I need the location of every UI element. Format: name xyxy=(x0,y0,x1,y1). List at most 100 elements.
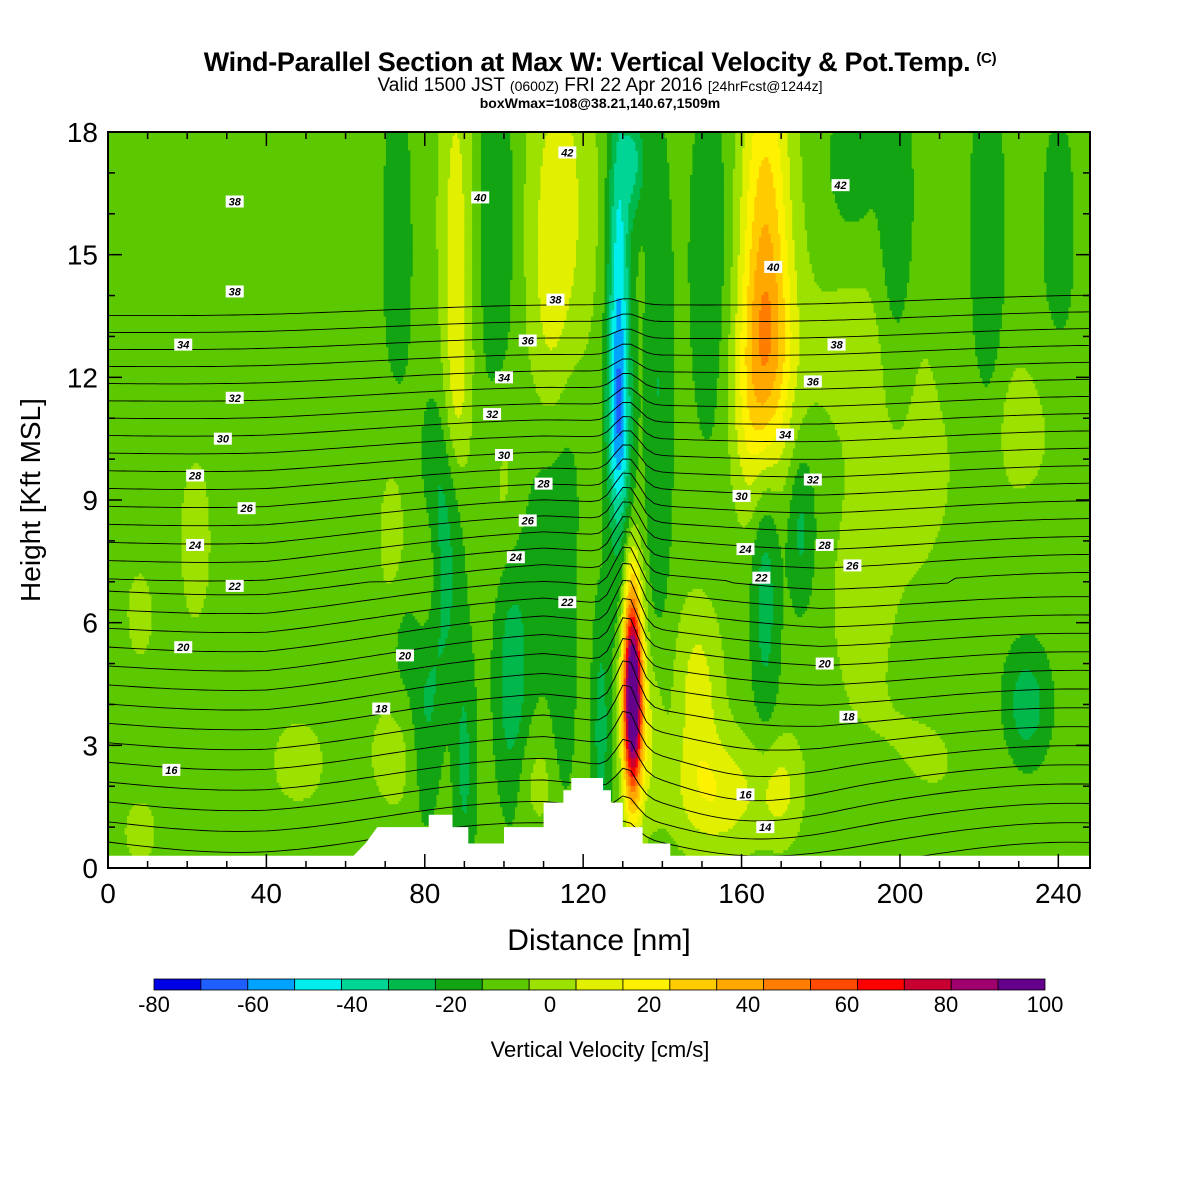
velocity-cell xyxy=(623,417,627,421)
velocity-cell xyxy=(623,530,627,535)
velocity-cell xyxy=(533,803,546,808)
velocity-cell xyxy=(1003,730,1019,734)
velocity-cell xyxy=(625,254,632,259)
velocity-cell xyxy=(381,515,404,519)
velocity-cell xyxy=(561,331,589,335)
velocity-cell xyxy=(618,791,622,795)
velocity-cell xyxy=(409,705,425,710)
velocity-cell xyxy=(732,233,741,237)
velocity-cell xyxy=(737,429,746,434)
velocity-cell xyxy=(796,282,817,286)
velocity-cell xyxy=(181,524,209,529)
velocity-cell xyxy=(440,592,454,596)
velocity-cell xyxy=(502,812,515,817)
velocity-cell xyxy=(447,251,465,256)
velocity-cell xyxy=(751,239,760,243)
velocity-cell xyxy=(744,352,753,357)
velocity-cell xyxy=(625,653,629,657)
velocity-cell xyxy=(609,374,613,378)
velocity-cell xyxy=(754,549,781,553)
velocity-cell xyxy=(789,782,805,786)
velocity-cell xyxy=(442,383,451,388)
velocity-cell xyxy=(447,276,465,280)
velocity-cell xyxy=(635,625,639,630)
velocity-cell xyxy=(523,690,577,694)
velocity-cell xyxy=(744,426,755,431)
velocity-cell xyxy=(644,303,675,308)
velocity-cell xyxy=(751,555,762,559)
velocity-cell xyxy=(383,496,401,501)
velocity-cell xyxy=(440,570,454,575)
velocity-cell xyxy=(628,595,639,599)
velocity-cell xyxy=(611,343,615,348)
velocity-cell xyxy=(385,331,411,335)
velocity-cell xyxy=(616,429,622,434)
velocity-cell xyxy=(792,493,815,498)
velocity-cell xyxy=(749,592,760,596)
velocity-cell xyxy=(849,702,893,707)
velocity-cell xyxy=(590,769,599,774)
velocity-cell xyxy=(640,782,644,786)
velocity-cell xyxy=(614,411,618,415)
velocity-cell xyxy=(602,420,606,424)
velocity-cell xyxy=(602,389,606,394)
velocity-cell xyxy=(526,309,541,314)
velocity-cell xyxy=(590,674,599,679)
velocity-cell xyxy=(611,352,615,357)
velocity-cell xyxy=(690,303,722,308)
velocity-cell xyxy=(457,414,461,418)
velocity-cell xyxy=(416,779,439,783)
velocity-cell xyxy=(642,733,646,737)
velocity-cell xyxy=(680,791,701,795)
velocity-cell xyxy=(464,282,473,286)
velocity-cell xyxy=(673,837,796,841)
velocity-cell xyxy=(730,457,741,461)
velocity-cell xyxy=(747,340,753,345)
velocity-cell xyxy=(628,763,632,768)
velocity-cell xyxy=(435,674,475,679)
velocity-cell xyxy=(606,263,613,268)
velocity-cell xyxy=(739,460,779,464)
velocity-cell xyxy=(590,699,599,703)
velocity-cell xyxy=(977,365,995,369)
velocity-cell xyxy=(614,438,625,443)
velocity-cell xyxy=(597,708,608,713)
velocity-cell xyxy=(685,705,713,710)
velocity-cell xyxy=(789,297,798,302)
velocity-cell xyxy=(730,754,803,759)
velocity-cell xyxy=(604,389,610,394)
velocity-cell xyxy=(621,625,625,630)
velocity-cell xyxy=(773,245,781,250)
velocity-cell xyxy=(718,733,746,737)
velocity-cell xyxy=(623,398,627,403)
velocity-cell xyxy=(1013,702,1040,707)
velocity-cell xyxy=(623,815,629,820)
velocity-cell xyxy=(623,662,627,667)
velocity-cell xyxy=(623,696,627,700)
velocity-cell xyxy=(640,662,644,667)
velocity-cell xyxy=(637,582,641,587)
velocity-cell xyxy=(606,291,613,296)
velocity-cell xyxy=(623,638,627,642)
velocity-cell xyxy=(606,266,613,271)
velocity-cell xyxy=(644,254,675,259)
velocity-cell xyxy=(773,598,784,602)
velocity-cell xyxy=(621,432,625,437)
velocity-cell xyxy=(604,276,608,280)
velocity-cell xyxy=(423,417,442,421)
velocity-cell xyxy=(459,754,470,759)
velocity-cell xyxy=(649,702,663,707)
velocity-cell xyxy=(711,702,729,707)
velocity-cell xyxy=(625,662,629,667)
velocity-cell xyxy=(751,374,777,378)
velocity-cell xyxy=(538,242,577,247)
velocity-cell xyxy=(642,812,689,817)
velocity-cell xyxy=(435,687,477,691)
velocity-cell xyxy=(447,233,465,237)
velocity-cell xyxy=(647,650,651,654)
velocity-cell xyxy=(590,665,601,670)
velocity-cell xyxy=(796,524,805,529)
velocity-cell xyxy=(761,561,772,565)
velocity-cell xyxy=(609,352,613,357)
velocity-cell xyxy=(523,662,577,667)
